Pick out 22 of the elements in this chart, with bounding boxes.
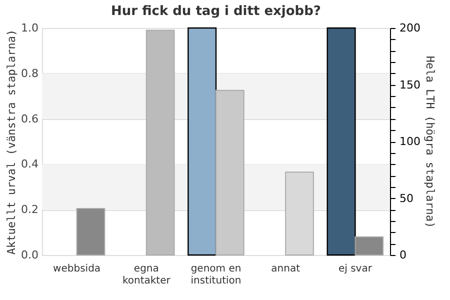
x-tick-label: genom en institution (190, 264, 242, 286)
y-tick-label: 0.6 (21, 112, 38, 126)
bar (146, 30, 175, 256)
x-tick-label: egna kontakter (122, 264, 172, 286)
y2-axis-title: Hela LTH (högra staplarna) (423, 56, 436, 228)
y-axis-title: Aktuellt urval (vänstra staplarna) (5, 29, 18, 255)
y-tick-label: 1.0 (21, 22, 38, 34)
bar (354, 236, 384, 256)
chart-title: Hur fick du tag i ditt exjobb? (111, 4, 321, 19)
y-tick-label: 0.4 (21, 158, 38, 171)
bar (76, 208, 106, 256)
y2-tick-label: 100 (400, 135, 420, 148)
y-tick-label: 0.0 (21, 248, 38, 262)
y2-tick-label: 200 (400, 22, 420, 34)
x-tick-label: ej svar (338, 264, 373, 274)
y2-tick-label: 0 (400, 248, 406, 262)
x-tick-label: webbsida (53, 264, 101, 274)
y2-tick-label: 50 (400, 192, 414, 205)
y-tick-label: 0.8 (21, 66, 38, 80)
x-tick-label: annat (271, 264, 300, 274)
y-tick-label: 0.2 (21, 203, 38, 216)
y2-tick-label: 150 (400, 78, 420, 92)
